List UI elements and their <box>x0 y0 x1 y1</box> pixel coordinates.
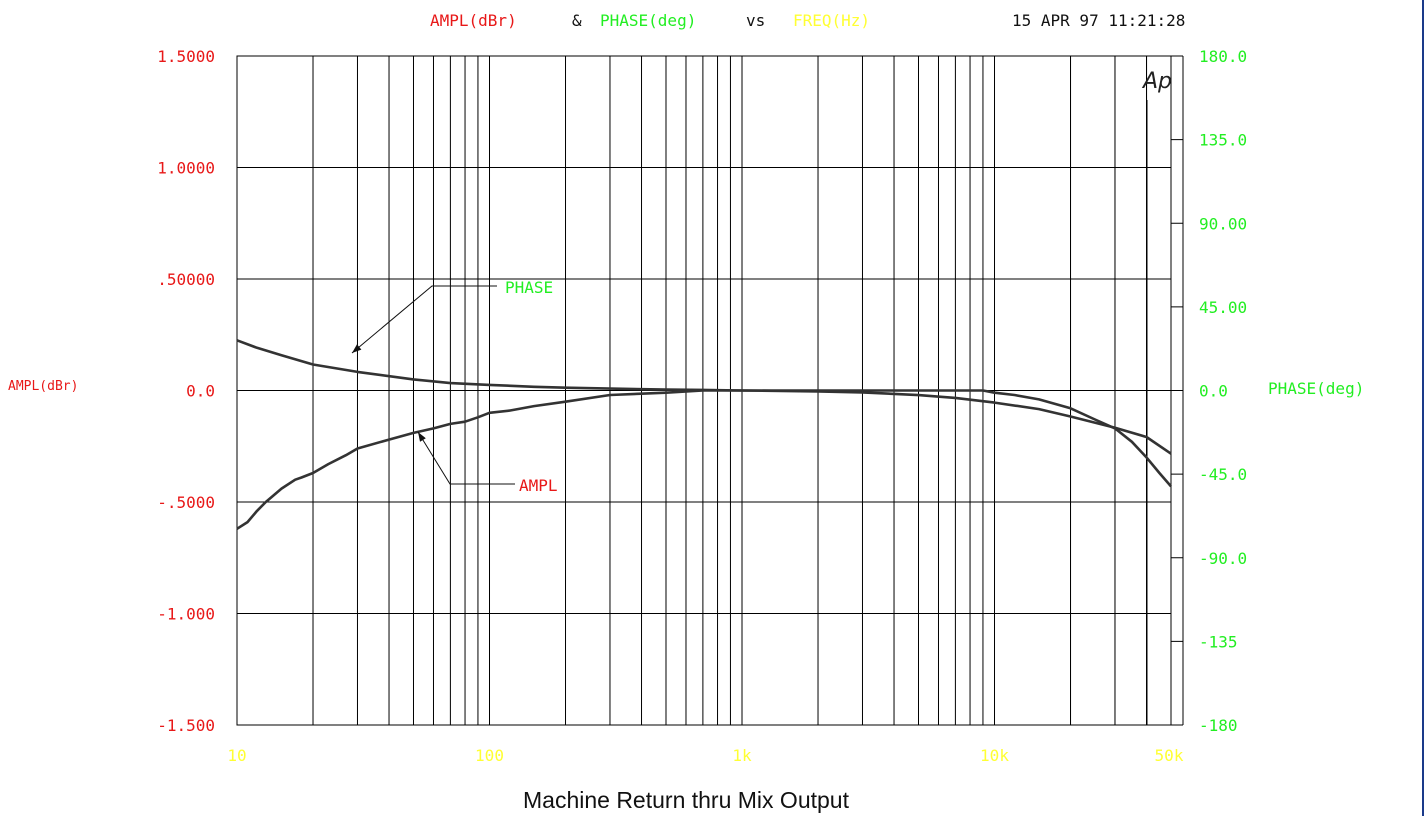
tick-labels: 1.5000 1.0000 .50000 0.0 -.5000 -1.000 -1.500 1… <box>157 47 1247 765</box>
y-tick-label-right: 45.00 <box>1199 298 1247 317</box>
annotation-leader <box>417 431 515 485</box>
y-tick-label-right: 135.0 <box>1199 131 1247 150</box>
y-tick-label-right: -90.0 <box>1199 549 1247 568</box>
annotation-label: AMPL <box>519 476 558 495</box>
y-tick-label-left: 1.5000 <box>157 47 215 66</box>
y-tick-label-right: 180.0 <box>1199 47 1247 66</box>
window-frame-right <box>1422 0 1424 816</box>
x-tick-label: 50k <box>1155 746 1184 765</box>
chart-caption: Machine Return thru Mix Output <box>523 787 850 813</box>
series-line-ampl <box>236 389 1172 530</box>
annotation-arrowhead <box>418 432 426 442</box>
annotation-leader <box>351 285 497 354</box>
annotations: PHASE AMPL <box>351 278 558 495</box>
title-vs: vs <box>746 11 765 30</box>
y-tick-label-left: -.5000 <box>157 493 215 512</box>
chart-title: AMPL(dBr) & PHASE(deg) vs FREQ(Hz) <box>430 11 870 30</box>
title-freq: FREQ(Hz) <box>793 11 870 30</box>
series <box>236 339 1172 530</box>
annotation-arrowhead <box>352 344 362 353</box>
ap-logo: Ap <box>1141 69 1172 94</box>
timestamp: 15 APR 97 11:21:28 <box>1012 11 1185 30</box>
y-tick-label-left: 1.0000 <box>157 159 215 178</box>
y-axis-label-right: PHASE(deg) <box>1268 379 1364 398</box>
y-tick-label-left: 0.0 <box>186 382 215 401</box>
y-tick-label-right: -180 <box>1199 716 1238 735</box>
x-tick-label: 100 <box>475 746 504 765</box>
x-tick-label: 10 <box>227 746 246 765</box>
title-phase: PHASE(deg) <box>600 11 696 30</box>
y-axis-label-left: AMPL(dBr) <box>8 379 78 394</box>
y-tick-label-left: -1.500 <box>157 716 215 735</box>
annotation-label: PHASE <box>505 278 553 297</box>
series-line-phase <box>236 339 1172 455</box>
y-tick-label-left: -1.000 <box>157 605 215 624</box>
annotation-ampl: AMPL <box>417 431 558 495</box>
y-tick-label-right: -135 <box>1199 632 1238 651</box>
annotation-phase: PHASE <box>351 278 553 354</box>
y-tick-label-right: 0.0 <box>1199 382 1228 401</box>
title-ampersand: & <box>572 11 582 30</box>
x-tick-label: 1k <box>732 746 752 765</box>
x-tick-label: 10k <box>980 746 1009 765</box>
y-tick-label-right: 90.00 <box>1199 214 1247 233</box>
y-tick-label-left: .50000 <box>157 270 215 289</box>
title-ampl: AMPL(dBr) <box>430 11 517 30</box>
y-tick-label-right: -45.0 <box>1199 465 1247 484</box>
